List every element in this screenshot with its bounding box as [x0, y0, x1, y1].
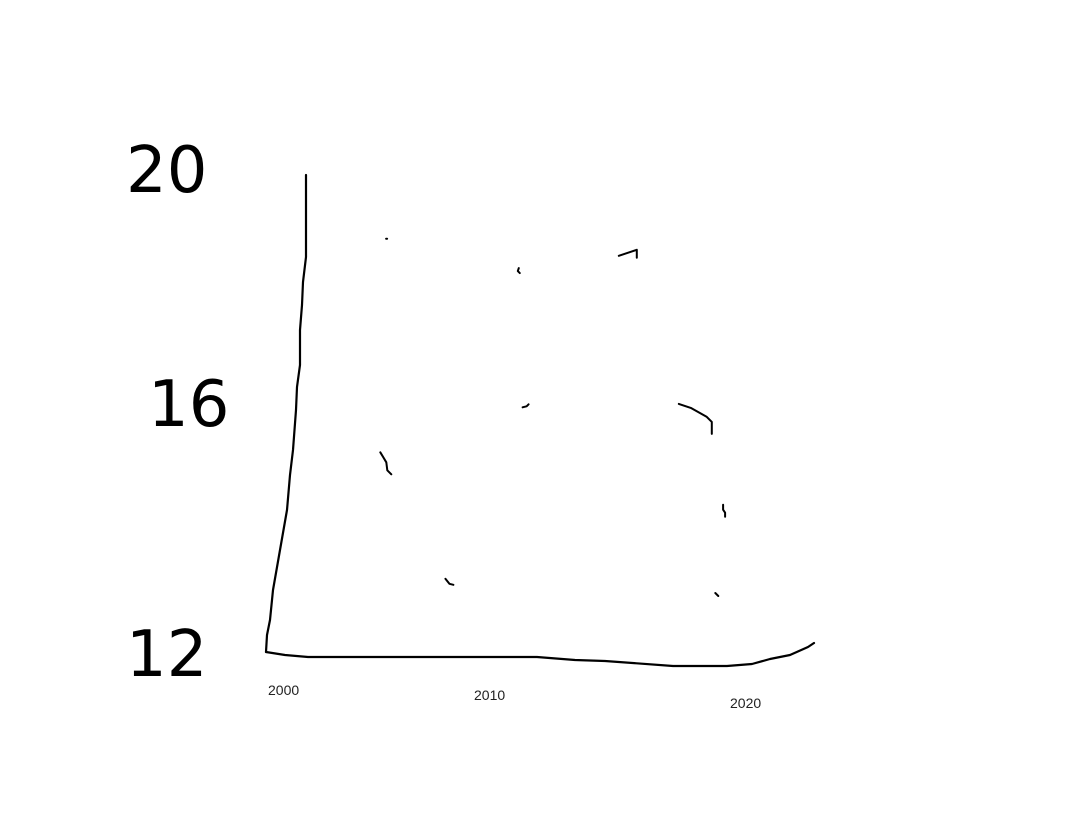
- data-point: [521, 403, 530, 409]
- y-tick-label: 16: [148, 368, 229, 442]
- x-axis-line: [264, 641, 816, 668]
- data-point: [516, 267, 521, 275]
- data-point: [444, 577, 455, 586]
- x-tick-label: 2020: [730, 695, 761, 711]
- data-point: [677, 402, 713, 435]
- data-points: [379, 237, 727, 597]
- data-point: [617, 248, 638, 259]
- x-tick-label: 2010: [474, 687, 505, 703]
- y-axis-line: [264, 173, 308, 654]
- x-tick-label: 2000: [268, 682, 299, 698]
- data-point: [379, 451, 393, 476]
- data-point: [714, 592, 720, 597]
- data-point: [722, 503, 727, 518]
- y-tick-label: 12: [126, 618, 207, 692]
- y-tick-label: 20: [126, 134, 207, 208]
